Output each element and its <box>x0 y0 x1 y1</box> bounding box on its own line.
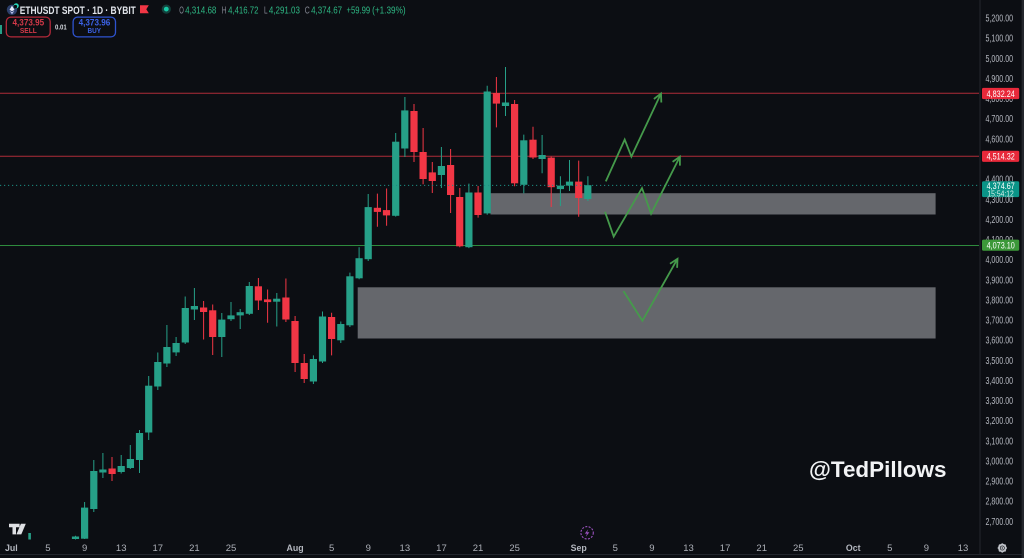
svg-text:4,300.00: 4,300.00 <box>986 195 1014 206</box>
svg-text:Aug: Aug <box>286 543 303 553</box>
svg-text:21: 21 <box>756 543 767 554</box>
svg-text:4,291.03: 4,291.03 <box>269 6 300 17</box>
svg-text:5,100.00: 5,100.00 <box>986 34 1014 45</box>
svg-text:4,374.67: 4,374.67 <box>987 181 1015 191</box>
svg-text:9: 9 <box>82 543 87 554</box>
svg-text:Sep: Sep <box>571 543 588 553</box>
svg-text:9: 9 <box>366 543 371 554</box>
svg-text:13: 13 <box>958 543 969 554</box>
svg-text:4,514.32: 4,514.32 <box>987 152 1015 162</box>
svg-text:4,900.00: 4,900.00 <box>986 74 1014 85</box>
svg-text:3,200.00: 3,200.00 <box>986 416 1014 427</box>
svg-text:9: 9 <box>924 543 929 554</box>
svg-text:5: 5 <box>613 543 618 554</box>
svg-text:5: 5 <box>45 543 50 554</box>
svg-text:+59.99: +59.99 <box>347 6 371 17</box>
svg-text:17: 17 <box>153 543 164 554</box>
svg-text:5: 5 <box>887 543 892 554</box>
svg-text:(+1.39%): (+1.39%) <box>372 6 406 17</box>
svg-text:3,400.00: 3,400.00 <box>986 376 1014 387</box>
svg-text:3,000.00: 3,000.00 <box>986 457 1014 468</box>
svg-text:Oct: Oct <box>846 543 861 553</box>
svg-text:ETHUSDT SPOT · 1D · BYBIT: ETHUSDT SPOT · 1D · BYBIT <box>20 5 136 17</box>
svg-text:17: 17 <box>436 543 447 554</box>
svg-text:15:54:12: 15:54:12 <box>987 189 1013 198</box>
svg-text:4,200.00: 4,200.00 <box>986 215 1014 226</box>
svg-text:5,200.00: 5,200.00 <box>986 14 1014 25</box>
svg-text:17: 17 <box>720 543 731 554</box>
svg-text:4,832.24: 4,832.24 <box>987 89 1015 99</box>
svg-text:L: L <box>264 6 268 17</box>
svg-text:BUY: BUY <box>88 26 102 35</box>
svg-text:SELL: SELL <box>20 26 37 35</box>
svg-text:4,400.00: 4,400.00 <box>986 175 1014 186</box>
svg-text:21: 21 <box>189 543 200 554</box>
svg-text:@TedPillows: @TedPillows <box>809 457 947 482</box>
svg-text:25: 25 <box>509 543 520 554</box>
svg-text:4,800.00: 4,800.00 <box>986 94 1014 105</box>
svg-text:4,373.96: 4,373.96 <box>79 18 111 28</box>
svg-text:3,800.00: 3,800.00 <box>986 295 1014 306</box>
svg-text:3,500.00: 3,500.00 <box>986 356 1014 367</box>
svg-text:0.01: 0.01 <box>55 23 67 32</box>
svg-text:5: 5 <box>329 543 334 554</box>
svg-text:2,700.00: 2,700.00 <box>986 517 1014 528</box>
svg-text:3,600.00: 3,600.00 <box>986 336 1014 347</box>
svg-text:O: O <box>179 6 184 17</box>
svg-text:4,700.00: 4,700.00 <box>986 114 1014 125</box>
svg-text:Jul: Jul <box>5 543 18 553</box>
svg-text:3,900.00: 3,900.00 <box>986 275 1014 286</box>
svg-text:4,374.67: 4,374.67 <box>311 6 342 17</box>
svg-text:13: 13 <box>400 543 411 554</box>
svg-text:4,000.00: 4,000.00 <box>986 255 1014 266</box>
svg-text:3,700.00: 3,700.00 <box>986 316 1014 327</box>
svg-text:4,073.10: 4,073.10 <box>987 241 1015 251</box>
svg-text:H: H <box>222 6 227 17</box>
svg-text:3,100.00: 3,100.00 <box>986 436 1014 447</box>
svg-text:5,000.00: 5,000.00 <box>986 54 1014 65</box>
svg-text:4,416.72: 4,416.72 <box>228 6 259 17</box>
svg-text:21: 21 <box>473 543 484 554</box>
svg-text:4,600.00: 4,600.00 <box>986 134 1014 145</box>
svg-text:4,314.68: 4,314.68 <box>185 6 217 17</box>
svg-text:3,300.00: 3,300.00 <box>986 396 1014 407</box>
svg-text:C: C <box>305 6 310 17</box>
svg-text:13: 13 <box>683 543 694 554</box>
svg-text:2,800.00: 2,800.00 <box>986 497 1014 508</box>
svg-text:9: 9 <box>649 543 654 554</box>
svg-text:25: 25 <box>226 543 237 554</box>
svg-text:2,900.00: 2,900.00 <box>986 477 1014 488</box>
svg-text:4,373.95: 4,373.95 <box>13 18 45 28</box>
svg-text:13: 13 <box>116 543 127 554</box>
svg-text:25: 25 <box>793 543 804 554</box>
